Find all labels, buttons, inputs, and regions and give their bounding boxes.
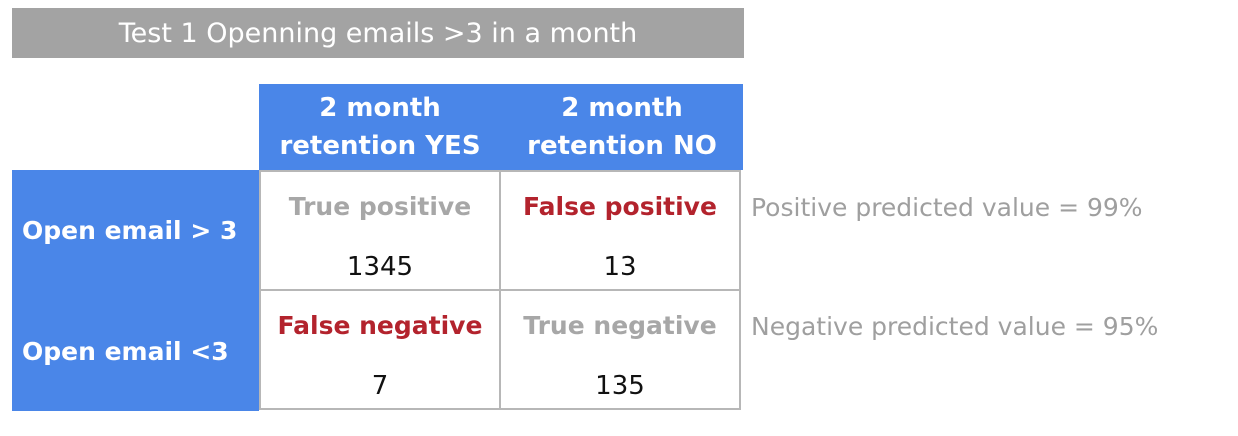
cell-label-false-positive: False positive bbox=[523, 192, 717, 221]
column-header-yes-line1: 2 month bbox=[319, 93, 441, 123]
negative-predicted-value-note: Negative predicted value = 95% bbox=[751, 312, 1159, 341]
column-header-retention-yes: 2 month retention YES bbox=[259, 84, 501, 170]
page-title: Test 1 Openning emails >3 in a month bbox=[12, 8, 744, 58]
cell-label-false-negative: False negative bbox=[277, 311, 483, 340]
cell-false-negative: False negative 7 bbox=[259, 289, 501, 410]
cell-false-positive: False positive 13 bbox=[499, 170, 741, 291]
row-header-second-label: Open email <3 bbox=[22, 336, 229, 366]
cell-value-true-positive: 1345 bbox=[346, 252, 414, 282]
title-text: Test 1 Openning emails >3 in a month bbox=[118, 17, 638, 49]
cell-true-negative: True negative 135 bbox=[499, 289, 741, 410]
positive-predicted-value-note: Positive predicted value = 99% bbox=[751, 193, 1143, 222]
cell-value-true-negative: 135 bbox=[595, 371, 645, 401]
row-header-open-email-lt3: Open email <3 bbox=[12, 291, 259, 411]
row-header-open-email-gt3: Open email > 3 bbox=[12, 170, 259, 291]
column-header-no-line1: 2 month bbox=[561, 93, 683, 123]
row-header-first-label: Open email > 3 bbox=[22, 216, 238, 245]
column-header-retention-no: 2 month retention NO bbox=[501, 84, 743, 170]
column-header-yes-line2: retention YES bbox=[279, 131, 481, 161]
column-header-no-line2: retention NO bbox=[527, 131, 717, 161]
cell-label-true-negative: True negative bbox=[523, 311, 717, 340]
cell-label-true-positive: True positive bbox=[288, 192, 472, 221]
cell-value-false-negative: 7 bbox=[371, 371, 389, 401]
cell-true-positive: True positive 1345 bbox=[259, 170, 501, 291]
cell-value-false-positive: 13 bbox=[603, 252, 637, 282]
